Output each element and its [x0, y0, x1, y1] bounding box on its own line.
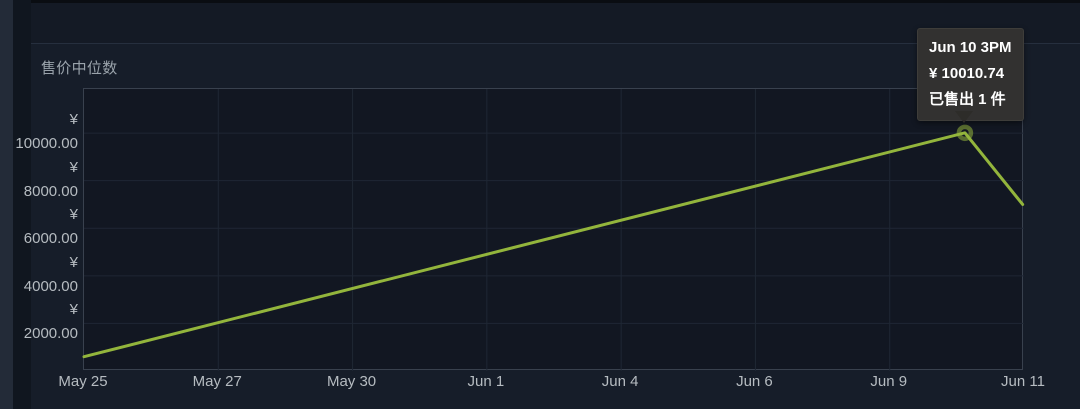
gutter-shadow: [13, 0, 31, 409]
y-axis-label: ¥ 10000.00: [15, 111, 78, 153]
price-tooltip: Jun 10 3PM ¥ 10010.74 已售出 1 件: [917, 28, 1024, 121]
header-divider: [13, 43, 1080, 44]
tooltip-date: Jun 10 3PM: [929, 39, 1012, 56]
y-axis-label: ¥ 4000.00: [23, 253, 78, 295]
tooltip-sold: 已售出 1 件: [929, 91, 1006, 108]
price-line: [82, 131, 1025, 359]
x-axis-label: May 25: [58, 373, 108, 390]
x-axis-label: Jun 4: [601, 373, 639, 390]
x-axis-label: Jun 1: [467, 373, 505, 390]
highlight-ring-marker: [956, 124, 974, 142]
tooltip-arrow-icon: [955, 111, 973, 123]
chart-title: 售价中位数: [41, 60, 118, 77]
x-axis-label: Jun 9: [870, 373, 908, 390]
left-gutter: [0, 0, 13, 409]
y-axis-label: ¥ 6000.00: [23, 206, 78, 248]
x-axis-label: Jun 6: [736, 373, 773, 390]
tooltip-price: ¥ 10010.74: [929, 65, 1005, 82]
header-bar: [31, 3, 1080, 43]
x-axis-label: Jun 11: [1001, 373, 1045, 390]
plot-area[interactable]: [82, 88, 1025, 371]
x-axis-label: May 30: [326, 373, 377, 390]
price-chart-svg: [82, 89, 1025, 371]
y-axis-label: ¥ 8000.00: [23, 158, 78, 200]
top-band: [13, 0, 1080, 3]
y-axis-label: ¥ 2000.00: [23, 301, 78, 343]
x-axis-label: May 27: [192, 373, 242, 390]
